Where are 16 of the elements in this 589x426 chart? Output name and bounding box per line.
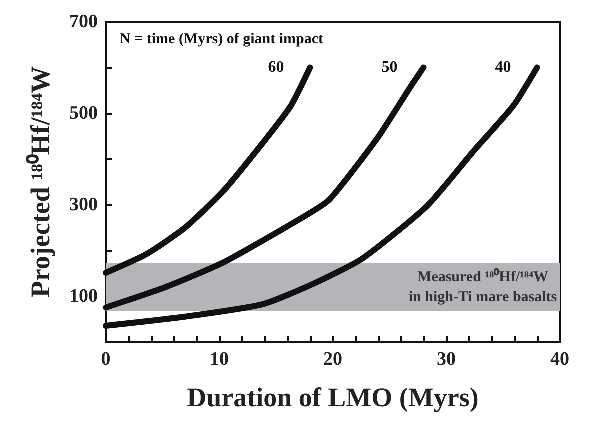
x-tick-label: 10 <box>210 349 229 370</box>
annotation: N = time (Myrs) of giant impact <box>120 32 324 48</box>
x-tick-label: 30 <box>437 349 456 370</box>
series-label: 60 <box>268 59 284 76</box>
series-label: 50 <box>382 59 398 76</box>
x-tick-label: 20 <box>324 349 342 370</box>
y-tick-label: 100 <box>70 286 98 307</box>
y-axis-title: Projected ¹⁸⁰Hf/¹⁸⁴W <box>26 66 56 298</box>
y-tick-label: 300 <box>70 194 98 216</box>
band-label: Measured ¹⁸⁰Hf/¹⁸⁴W in high-Ti mare basalts <box>408 267 558 306</box>
x-tick-label: 40 <box>550 349 570 370</box>
x-tick-label: 0 <box>101 349 111 370</box>
x-axis-title: Duration of LMO (Myrs) <box>187 382 479 412</box>
y-tick-label: 700 <box>70 12 98 32</box>
y-tick-label: 500 <box>70 102 98 124</box>
series-label: 40 <box>495 59 512 76</box>
